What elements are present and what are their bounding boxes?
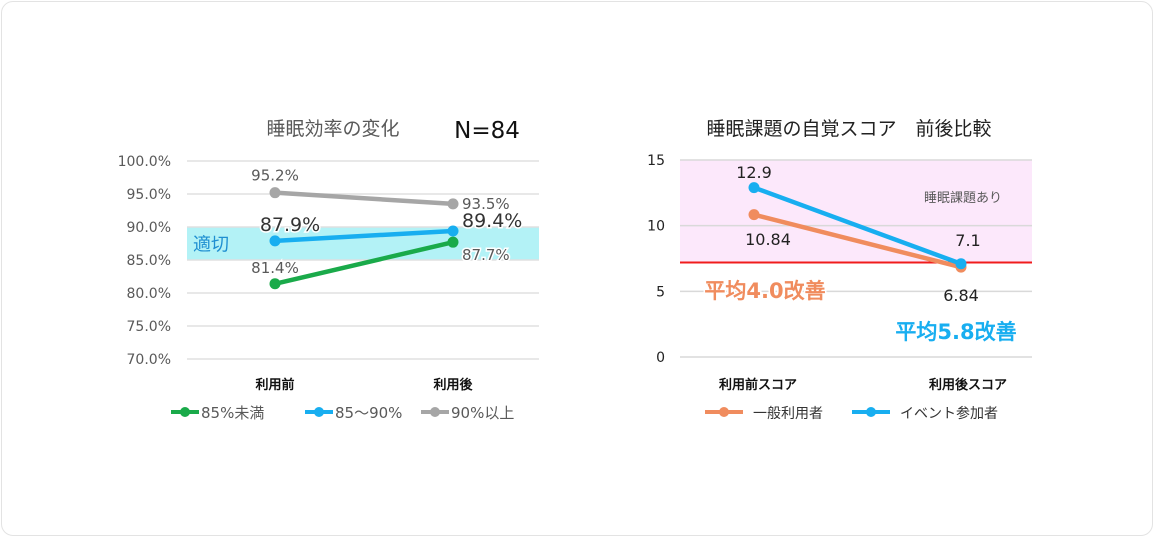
- data-label: 93.5%: [462, 195, 510, 213]
- problem-band: [680, 160, 1032, 263]
- data-label: 7.1: [955, 231, 980, 250]
- legend-marker: [314, 407, 324, 417]
- series-line: [274, 190, 454, 207]
- data-label: 10.84: [745, 230, 791, 249]
- data-point: [748, 209, 760, 221]
- series-line: [753, 212, 962, 270]
- y-tick-label: 5: [656, 284, 665, 300]
- series-line: [274, 239, 454, 286]
- legend-label: 85%未満: [201, 404, 264, 422]
- y-tick-label: 100.0%: [118, 154, 171, 170]
- data-point: [748, 182, 760, 194]
- data-label: 81.4%: [251, 259, 299, 277]
- y-tick-label: 90.0%: [127, 220, 171, 236]
- y-tick-label: 95.0%: [127, 187, 171, 203]
- optimal-band: [187, 227, 539, 260]
- data-label: 95.2%: [251, 167, 299, 185]
- legend-label: イベント参加者: [900, 405, 998, 422]
- legend-marker: [719, 407, 729, 417]
- left-chart-title: 睡眠効率の変化: [266, 118, 399, 140]
- data-label: 12.9: [736, 163, 772, 182]
- data-point: [269, 187, 281, 199]
- legend-label: 一般利用者: [753, 406, 823, 422]
- legend-marker: [866, 407, 876, 417]
- y-tick-label: 10: [647, 219, 665, 235]
- data-point: [269, 278, 281, 290]
- legend-label: 90%以上: [451, 404, 514, 422]
- series-line: [753, 185, 962, 266]
- data-label: 6.84: [943, 286, 979, 305]
- data-point: [955, 258, 967, 270]
- data-label: 87.7%: [462, 246, 510, 264]
- right-chart-title: 睡眠課題の自覚スコア 前後比較: [706, 118, 991, 140]
- data-point: [447, 236, 459, 248]
- y-tick-label: 75.0%: [127, 319, 171, 335]
- series-line: [274, 228, 454, 244]
- data-label: 87.9%: [260, 214, 320, 236]
- problem-band-label: 睡眠課題あり: [924, 190, 1002, 206]
- legend-marker: [180, 407, 190, 417]
- legend-label: 85～90%: [335, 404, 402, 422]
- sample-size-label: N=84: [454, 118, 520, 144]
- data-point: [269, 235, 281, 247]
- legend-marker: [430, 407, 440, 417]
- x-category-label: 利用後: [433, 377, 473, 393]
- data-point: [447, 225, 459, 237]
- data-point: [447, 198, 459, 210]
- y-tick-label: 85.0%: [127, 253, 171, 269]
- improvement-annotation: 平均4.0改善: [704, 279, 825, 303]
- data-label: 89.4%: [462, 210, 522, 232]
- y-tick-label: 0: [656, 350, 665, 366]
- y-tick-label: 70.0%: [127, 352, 171, 368]
- y-tick-label: 80.0%: [127, 286, 171, 302]
- x-category-label: 利用前スコア: [719, 377, 797, 393]
- y-tick-label: 15: [647, 153, 665, 169]
- improvement-annotation: 平均5.8改善: [895, 320, 1016, 344]
- x-category-label: 利用前: [255, 377, 294, 393]
- x-category-label: 利用後スコア: [929, 377, 1007, 393]
- optimal-band-label: 適切: [193, 235, 229, 256]
- left-chart: 100.0% 95.0% 90.0% 85.0% 80.0% 75.0% 70.0% 適切利用…: [118, 154, 539, 422]
